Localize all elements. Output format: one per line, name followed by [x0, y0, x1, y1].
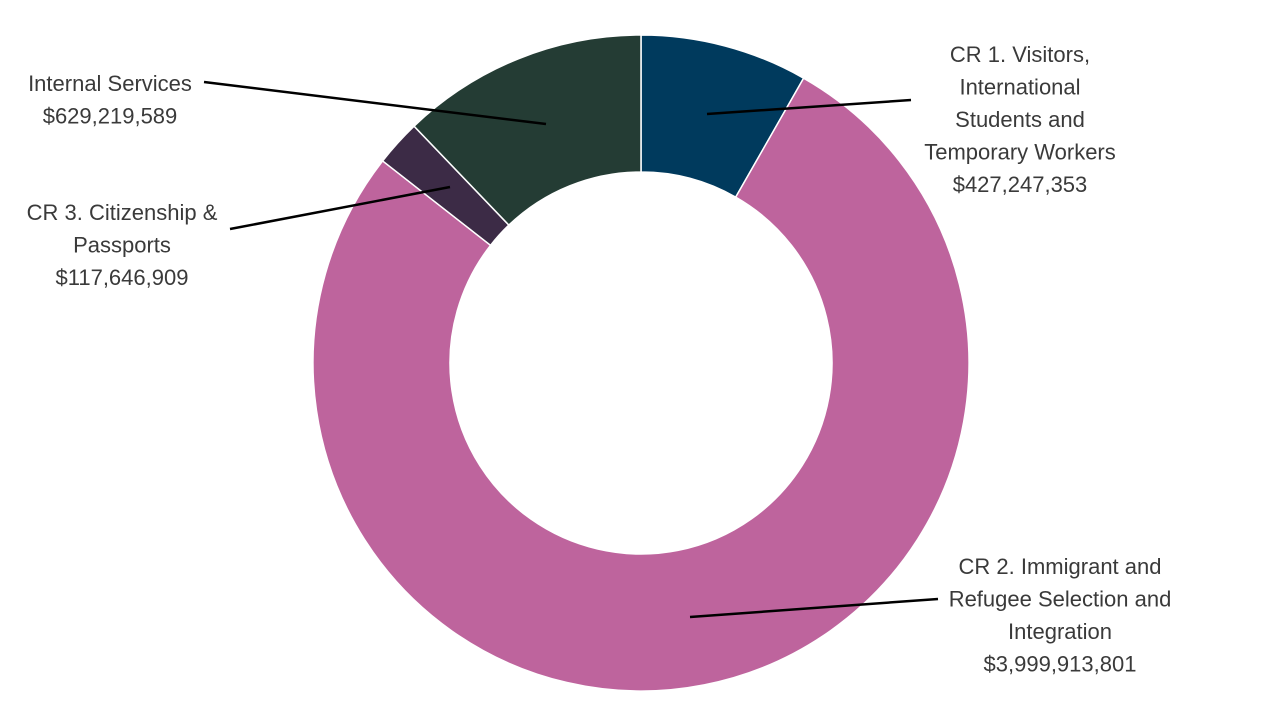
slice-cr2-immigrant-refugee	[312, 77, 970, 692]
data-label-internal-services: Internal Services $629,219,589	[28, 71, 192, 129]
leader-line-cr3-citizenship	[229, 185, 451, 231]
data-label-cr1-visitors: CR 1. Visitors, International Students and…	[924, 42, 1116, 197]
slice-labels: CR 1. Visitors, International Students and…	[27, 42, 1172, 677]
slice-internal-services	[412, 34, 642, 227]
leader-lines	[203, 80, 939, 619]
leader-line-cr2-immigrant-refugee	[689, 597, 939, 619]
data-label-cr2-immigrant-refugee: CR 2. Immigrant and Refugee Selection and…	[949, 554, 1172, 677]
data-label-cr3-citizenship: CR 3. Citizenship & Passports $117,646,909	[27, 200, 218, 290]
donut-slices	[312, 34, 970, 692]
leader-line-internal-services	[203, 80, 547, 126]
leader-line-cr1-visitors	[706, 98, 912, 116]
